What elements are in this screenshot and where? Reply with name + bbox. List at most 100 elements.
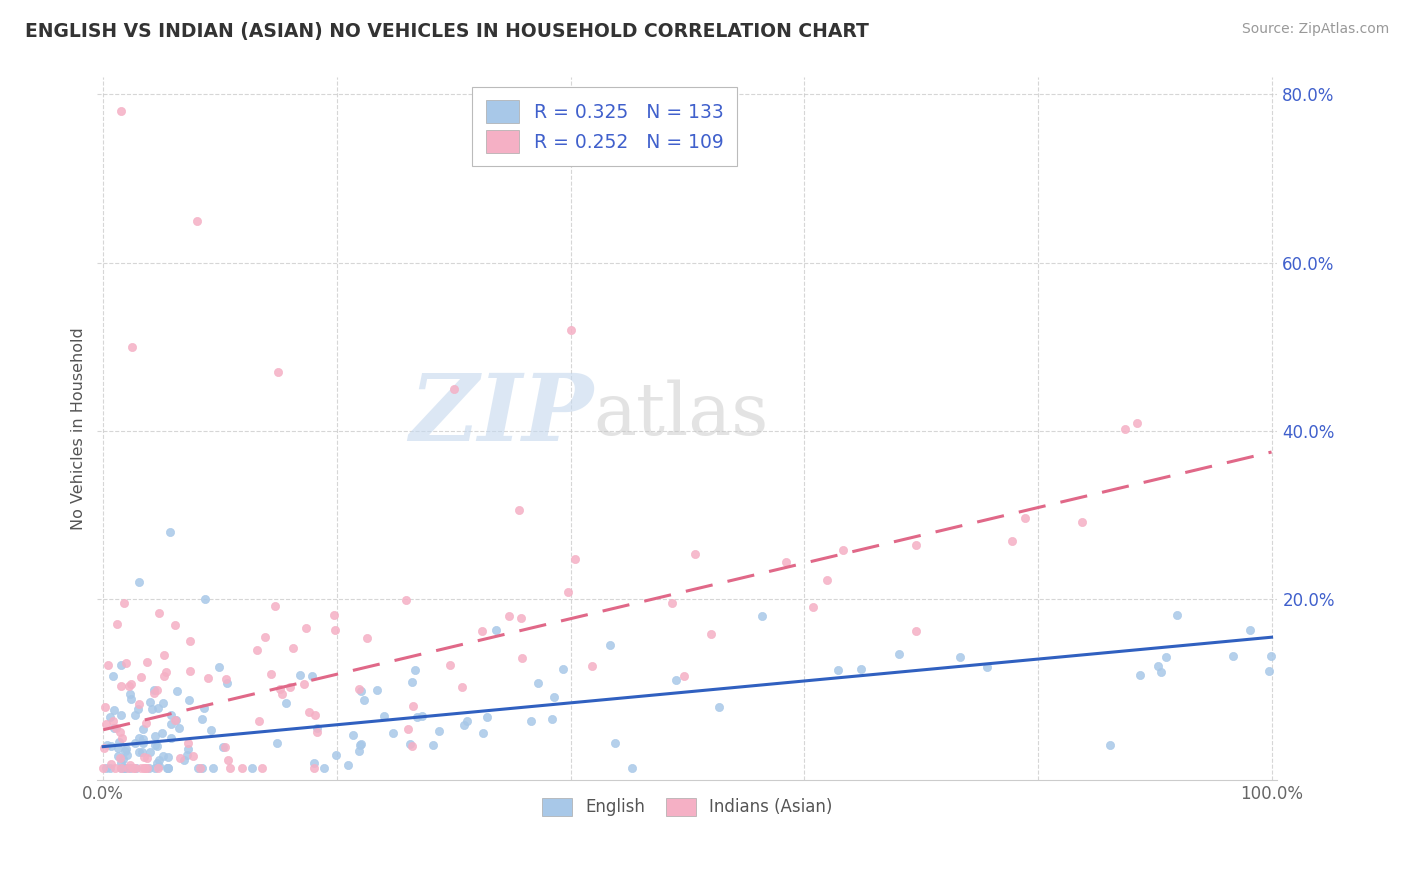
Point: [1126, 417, 1149, 431]
Point: [146, 683, 169, 698]
Point: [1001, 533, 1024, 548]
Point: [159, 708, 181, 723]
Point: [110, 761, 132, 775]
Point: [527, 676, 550, 690]
Point: [121, 340, 143, 354]
Point: [100, 739, 122, 753]
Point: [471, 624, 494, 638]
Point: [304, 761, 326, 775]
Point: [551, 662, 574, 676]
Point: [976, 659, 998, 673]
Point: [108, 735, 131, 749]
Point: [366, 683, 388, 698]
Point: [404, 664, 426, 678]
Point: [128, 575, 150, 590]
Point: [139, 695, 162, 709]
Point: [136, 656, 159, 670]
Point: [96, 738, 118, 752]
Point: [1166, 607, 1188, 622]
Point: [118, 758, 141, 772]
Point: [1260, 649, 1282, 664]
Point: [508, 503, 530, 517]
Point: [252, 761, 274, 775]
Point: [118, 679, 141, 693]
Point: [110, 104, 132, 119]
Point: [325, 748, 347, 763]
Point: [138, 761, 160, 775]
Point: [672, 669, 695, 683]
Point: [110, 658, 132, 673]
Point: [131, 746, 153, 760]
Point: [260, 667, 283, 681]
Point: [104, 761, 127, 775]
Point: [105, 617, 128, 632]
Point: [139, 745, 162, 759]
Point: [104, 721, 127, 735]
Point: [108, 750, 131, 764]
Point: [450, 680, 472, 694]
Point: [157, 761, 180, 775]
Point: [395, 592, 418, 607]
Point: [187, 761, 209, 775]
Point: [153, 669, 176, 683]
Point: [599, 638, 621, 652]
Point: [246, 642, 269, 657]
Point: [110, 680, 132, 694]
Point: [118, 687, 141, 701]
Point: [131, 723, 153, 737]
Point: [124, 761, 146, 775]
Point: [396, 722, 419, 736]
Point: [373, 709, 395, 723]
Point: [176, 748, 198, 763]
Point: [136, 751, 159, 765]
Point: [135, 716, 157, 731]
Point: [904, 538, 927, 552]
Point: [453, 717, 475, 731]
Point: [349, 681, 371, 696]
Point: [120, 692, 142, 706]
Point: [283, 640, 305, 655]
Point: [134, 761, 156, 775]
Point: [142, 685, 165, 699]
Point: [159, 717, 181, 731]
Point: [231, 761, 253, 775]
Point: [475, 710, 498, 724]
Point: [382, 725, 405, 739]
Point: [96, 761, 118, 775]
Point: [298, 705, 321, 719]
Point: [120, 677, 142, 691]
Point: [399, 737, 422, 751]
Point: [179, 634, 201, 648]
Point: [304, 707, 326, 722]
Point: [143, 729, 166, 743]
Point: [197, 671, 219, 685]
Point: [193, 700, 215, 714]
Point: [157, 761, 180, 775]
Text: atlas: atlas: [593, 380, 768, 450]
Point: [112, 596, 135, 610]
Point: [155, 665, 177, 680]
Point: [485, 623, 508, 637]
Point: [114, 656, 136, 670]
Point: [512, 650, 534, 665]
Point: [148, 753, 170, 767]
Point: [146, 756, 169, 770]
Point: [1154, 650, 1177, 665]
Point: [143, 761, 166, 775]
Point: [1239, 623, 1261, 637]
Point: [142, 682, 165, 697]
Point: [751, 609, 773, 624]
Point: [456, 714, 478, 728]
Point: [156, 761, 179, 775]
Point: [887, 648, 910, 662]
Point: [218, 761, 240, 775]
Point: [181, 749, 204, 764]
Point: [1258, 664, 1281, 678]
Point: [263, 599, 285, 613]
Point: [1014, 511, 1036, 525]
Point: [1150, 665, 1173, 679]
Point: [107, 748, 129, 763]
Point: [775, 555, 797, 569]
Point: [665, 673, 688, 687]
Point: [212, 739, 235, 754]
